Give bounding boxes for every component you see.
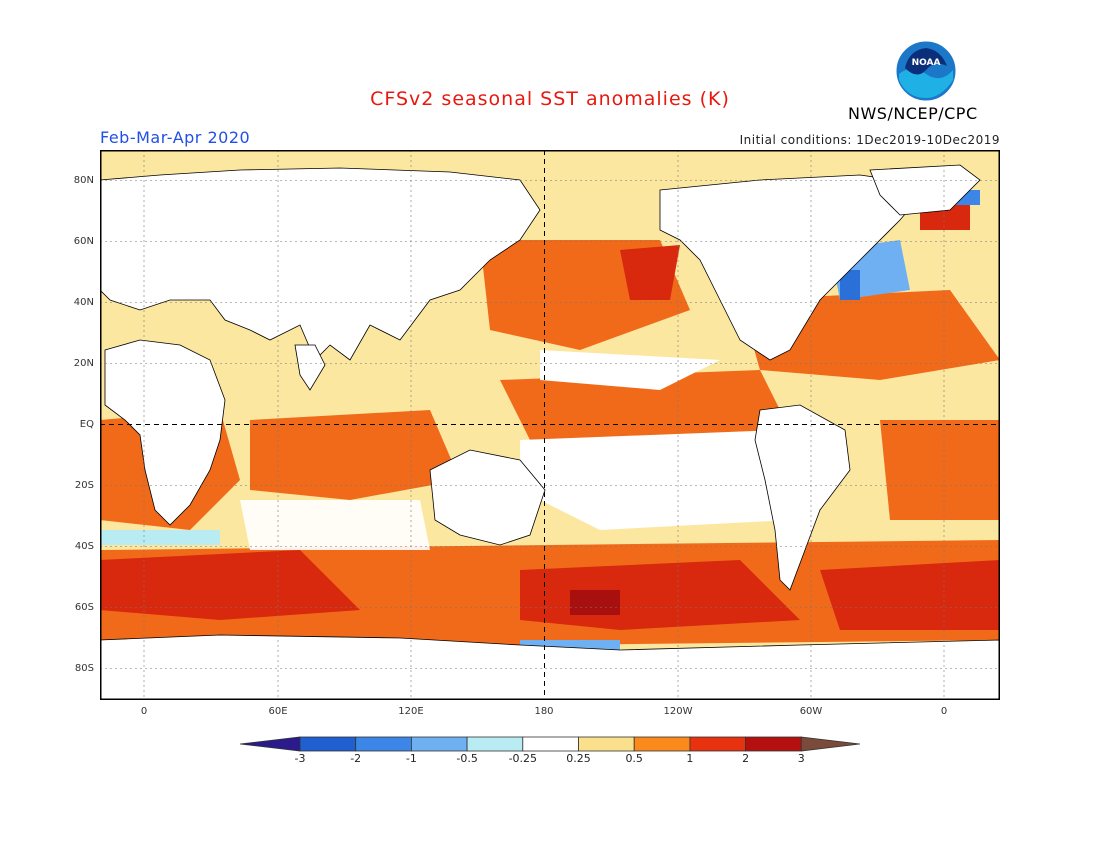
colorbar-tick-label: 1 xyxy=(686,752,694,765)
antarctica xyxy=(100,634,1000,700)
colorbar-segment xyxy=(299,736,357,752)
colorbar-segment-min-arrow xyxy=(240,736,301,752)
lon-label-120e: 120E xyxy=(398,706,424,717)
colorbar-tick-label: -0.5 xyxy=(456,752,478,765)
europe-asia xyxy=(100,167,541,361)
colorbar-tick-label: -0.25 xyxy=(508,752,538,765)
colorbar-tick-label: -1 xyxy=(405,752,417,765)
lat-label-80n: 80N xyxy=(73,175,94,186)
lon-label-180: 180 xyxy=(534,706,554,717)
map-border xyxy=(100,150,1000,700)
lat-label-40s: 40S xyxy=(74,541,94,552)
colorbar-tick-label: 3 xyxy=(797,752,805,765)
colorbar-tick-label: -3 xyxy=(294,752,306,765)
lat-label-60n: 60N xyxy=(73,236,94,247)
colorbar-segment-max-arrow xyxy=(800,736,860,752)
colorbar xyxy=(240,736,860,752)
colorbar-segment xyxy=(355,736,412,752)
sst-anomaly-map xyxy=(100,150,1000,700)
colorbar-segment xyxy=(578,736,635,752)
initial-conditions-label: Initial conditions: 1Dec2019-10Dec2019 xyxy=(739,133,1000,147)
colorbar-segment xyxy=(633,736,691,752)
lat-label-20n: 20N xyxy=(73,358,94,369)
lon-label-60w: 60W xyxy=(799,706,823,717)
india xyxy=(294,344,326,391)
lat-label-80s: 80S xyxy=(74,663,94,674)
lon-label-120w: 120W xyxy=(663,706,693,717)
logo-text: NOAA xyxy=(912,58,941,68)
agency-label: NWS/NCEP/CPC xyxy=(848,104,978,123)
colorbar-segment xyxy=(745,736,802,752)
colorbar-tick-label: 0.25 xyxy=(566,752,591,765)
colorbar-tick-label: 2 xyxy=(742,752,750,765)
anomaly-fill-neutral xyxy=(240,350,790,550)
lat-label-60s: 60S xyxy=(74,602,94,613)
colorbar-segment xyxy=(410,736,468,752)
map-title: CFSv2 seasonal SST anomalies (K) xyxy=(370,88,730,110)
australia xyxy=(429,449,546,546)
colorbar-segments xyxy=(240,736,860,752)
colorbar-tick-label: -2 xyxy=(350,752,362,765)
equator-dateline xyxy=(100,150,1000,700)
colorbar-segment xyxy=(522,736,579,752)
colorbar-segment xyxy=(466,736,524,752)
colorbar-tick-label: 0.5 xyxy=(625,752,643,765)
land-masses xyxy=(100,164,1000,700)
south-america xyxy=(754,404,851,591)
colorbar-segment xyxy=(689,736,746,752)
lon-label-0-east: 0 xyxy=(940,706,948,717)
noaa-logo-icon: NOAA xyxy=(895,40,957,102)
lon-label-60e: 60E xyxy=(268,706,288,717)
season-label: Feb-Mar-Apr 2020 xyxy=(100,128,251,147)
lat-label-40n: 40N xyxy=(73,297,94,308)
anomaly-fill-warm xyxy=(100,205,1000,650)
lon-label-0-west: 0 xyxy=(140,706,148,717)
lat-label-eq: EQ xyxy=(79,419,94,430)
greenland xyxy=(869,164,981,216)
lat-label-20s: 20S xyxy=(74,480,94,491)
